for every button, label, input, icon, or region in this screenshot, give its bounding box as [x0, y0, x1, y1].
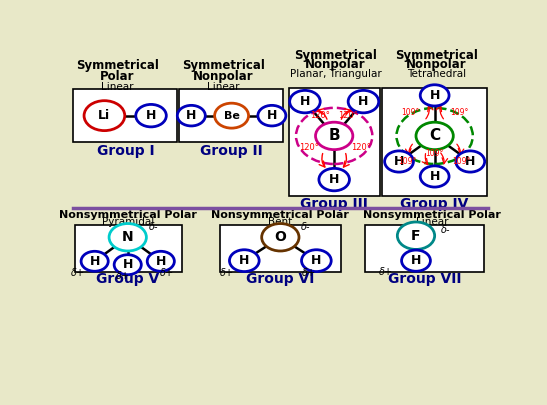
Text: δ+: δ+ [379, 267, 393, 277]
Text: H: H [186, 109, 196, 122]
Circle shape [109, 224, 147, 251]
Text: 109°: 109° [452, 157, 471, 166]
Text: O: O [275, 230, 286, 244]
Circle shape [420, 166, 449, 187]
Text: H: H [465, 155, 475, 168]
Text: 109°: 109° [401, 108, 419, 117]
Circle shape [416, 122, 453, 149]
Text: H: H [429, 170, 440, 183]
Text: H: H [155, 255, 166, 268]
Text: N: N [122, 230, 133, 244]
Text: Linear: Linear [101, 82, 133, 92]
Text: δ+: δ+ [302, 268, 316, 277]
Text: Symmetrical: Symmetrical [395, 49, 478, 62]
Text: Linear: Linear [416, 217, 449, 227]
Text: H: H [267, 109, 277, 122]
Text: H: H [123, 258, 133, 271]
Text: Nonsymmetrical Polar: Nonsymmetrical Polar [59, 209, 197, 220]
Bar [73, 89, 177, 142]
Text: Nonsymmetrical Polar: Nonsymmetrical Polar [211, 209, 350, 220]
Text: δ+: δ+ [71, 268, 85, 277]
Bar [365, 226, 484, 272]
Circle shape [397, 222, 435, 249]
Text: F: F [411, 229, 421, 243]
Text: 109°: 109° [450, 108, 468, 117]
Text: 120°: 120° [310, 111, 330, 120]
Text: Group IV: Group IV [400, 197, 469, 211]
Text: Group I: Group I [97, 144, 154, 158]
Circle shape [214, 103, 248, 128]
Text: δ+: δ+ [160, 268, 174, 277]
Text: 109°: 109° [398, 157, 417, 166]
Text: δ-: δ- [149, 222, 159, 232]
Text: δ-: δ- [301, 222, 311, 232]
Text: Pyramidal: Pyramidal [102, 217, 154, 227]
Text: Nonpolar: Nonpolar [193, 70, 253, 83]
Text: H: H [329, 173, 339, 186]
Text: Group V: Group V [96, 272, 159, 286]
Text: Bent: Bent [268, 217, 293, 227]
Circle shape [84, 101, 125, 131]
Circle shape [114, 255, 141, 275]
Text: Polar: Polar [100, 70, 135, 83]
Text: H: H [429, 89, 440, 102]
Text: H: H [90, 255, 100, 268]
Text: Be: Be [224, 111, 240, 121]
Circle shape [348, 90, 379, 113]
Circle shape [177, 105, 205, 126]
Circle shape [401, 250, 430, 271]
Bar [220, 226, 341, 272]
Bar [382, 88, 487, 196]
Text: B: B [328, 128, 340, 143]
Text: Planar, Triangular: Planar, Triangular [289, 69, 381, 79]
Circle shape [147, 251, 174, 271]
Text: Group II: Group II [200, 144, 263, 158]
Text: Nonpolar: Nonpolar [406, 58, 467, 71]
Bar [75, 226, 182, 272]
Circle shape [258, 105, 286, 126]
Text: 120°: 120° [299, 143, 319, 152]
Circle shape [136, 104, 166, 127]
Text: Group VI: Group VI [246, 272, 315, 286]
Text: H: H [411, 254, 421, 267]
Text: Symmetrical: Symmetrical [182, 59, 265, 72]
Circle shape [385, 151, 414, 172]
Text: H: H [300, 95, 310, 108]
Text: H: H [358, 95, 369, 108]
Text: 120°: 120° [351, 143, 371, 152]
Bar [289, 88, 380, 196]
Text: δ-: δ- [441, 225, 450, 235]
Circle shape [316, 122, 353, 149]
Text: Symmetrical: Symmetrical [294, 49, 377, 62]
Text: H: H [239, 254, 249, 267]
Text: Tetrahedral: Tetrahedral [407, 69, 466, 79]
Text: H: H [394, 155, 404, 168]
Text: Li: Li [98, 109, 110, 122]
Text: δ+: δ+ [115, 271, 130, 281]
Circle shape [319, 168, 350, 191]
Text: δ+: δ+ [220, 268, 235, 277]
Text: Symmetrical: Symmetrical [75, 59, 159, 72]
Text: Nonpolar: Nonpolar [305, 58, 366, 71]
Text: 109°: 109° [426, 149, 444, 158]
Circle shape [261, 224, 299, 251]
Circle shape [81, 251, 108, 271]
Circle shape [230, 250, 259, 272]
Circle shape [420, 85, 449, 106]
Circle shape [456, 151, 485, 172]
Text: Linear: Linear [207, 82, 240, 92]
Circle shape [290, 90, 320, 113]
Circle shape [301, 250, 331, 272]
Bar [179, 89, 283, 142]
Text: Group III: Group III [300, 197, 368, 211]
Text: H: H [311, 254, 322, 267]
Text: Group VII: Group VII [388, 272, 461, 286]
Text: 120°: 120° [338, 111, 358, 120]
Text: H: H [146, 109, 156, 122]
Text: C: C [429, 128, 440, 143]
Text: Nonsymmetrical Polar: Nonsymmetrical Polar [363, 209, 501, 220]
